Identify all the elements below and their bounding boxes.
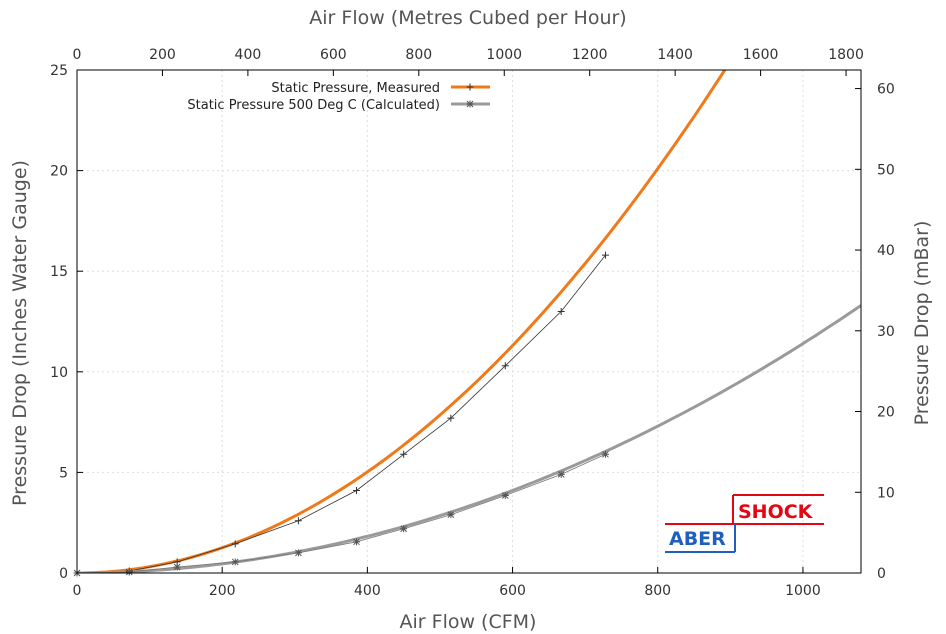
data-point-measured <box>352 487 360 495</box>
legend-marker-calculated <box>466 100 474 108</box>
y-tick-label: 5 <box>59 465 68 481</box>
data-line-measured <box>77 254 606 573</box>
data-point-measured <box>447 414 455 422</box>
data-point-calculated <box>601 450 609 458</box>
x2-tick-label: 400 <box>235 47 262 63</box>
x2-tick-label: 0 <box>73 47 82 63</box>
x2-tick-label: 1000 <box>486 47 522 63</box>
data-point-measured <box>231 540 239 548</box>
data-point-calculated <box>294 549 302 557</box>
y-tick-label: 25 <box>50 63 68 79</box>
data-line-calculated <box>77 453 606 573</box>
data-point-measured <box>601 251 609 259</box>
y-tick-label: 0 <box>59 566 68 582</box>
data-point-measured <box>294 517 302 525</box>
data-point-calculated <box>557 470 565 478</box>
x-tick-label: 0 <box>73 583 82 599</box>
logo-word-shock: SHOCK <box>738 501 814 523</box>
x-tick-label: 400 <box>354 583 381 599</box>
data-point-calculated <box>400 525 408 533</box>
y-tick-label: 15 <box>50 264 68 280</box>
aber-shock-logo: SHOCK ABER <box>665 494 824 553</box>
data-point-calculated <box>231 558 239 566</box>
x2-tick-label: 1600 <box>743 47 779 63</box>
legend: Static Pressure, Measured Static Pressur… <box>187 81 490 113</box>
legend-marker-measured <box>466 83 474 91</box>
legend-label-calculated: Static Pressure 500 Deg C (Calculated) <box>187 98 440 113</box>
fit-curve-measured <box>77 70 727 573</box>
y-tick-label: 20 <box>50 164 68 180</box>
x-axis-label: Air Flow (CFM) <box>400 611 537 633</box>
x2-axis-label: Air Flow (Metres Cubed per Hour) <box>309 7 626 29</box>
x-tick-label: 200 <box>209 583 236 599</box>
data-point-calculated <box>125 568 133 576</box>
data-point-measured <box>400 450 408 458</box>
legend-label-measured: Static Pressure, Measured <box>271 81 440 96</box>
data-points <box>73 251 609 577</box>
grid <box>77 70 861 573</box>
data-point-calculated <box>352 538 360 546</box>
data-point-calculated <box>173 563 181 571</box>
plot-frame <box>76 69 862 574</box>
x2-tick-label: 1800 <box>828 47 864 63</box>
logo-word-aber: ABER <box>669 528 726 550</box>
y2-axis-label: Pressure Drop (mBar) <box>911 221 933 426</box>
x2-tick-label: 1200 <box>572 47 608 63</box>
y2-tick-label: 60 <box>877 82 895 98</box>
y2-tick-label: 50 <box>877 162 895 178</box>
data-point-measured <box>501 362 509 370</box>
data-point-calculated <box>447 511 455 519</box>
x2-tick-label: 800 <box>405 47 432 63</box>
y2-tick-label: 30 <box>877 324 895 340</box>
y-tick-label: 10 <box>50 365 68 381</box>
y2-tick-label: 40 <box>877 243 895 259</box>
y2-tick-label: 0 <box>877 566 886 582</box>
x2-tick-label: 200 <box>149 47 176 63</box>
x-tick-label: 600 <box>499 583 526 599</box>
x-tick-label: 800 <box>644 583 671 599</box>
data-point-calculated <box>501 492 509 500</box>
data-point-measured <box>557 307 565 315</box>
y2-tick-label: 20 <box>877 405 895 421</box>
x-tick-label: 1000 <box>785 583 821 599</box>
y2-tick-label: 10 <box>877 485 895 501</box>
y-axis-label: Pressure Drop (Inches Water Gauge) <box>9 160 31 506</box>
fit-curve-calculated <box>77 304 861 573</box>
x2-tick-label: 600 <box>320 47 347 63</box>
x2-tick-label: 1400 <box>657 47 693 63</box>
